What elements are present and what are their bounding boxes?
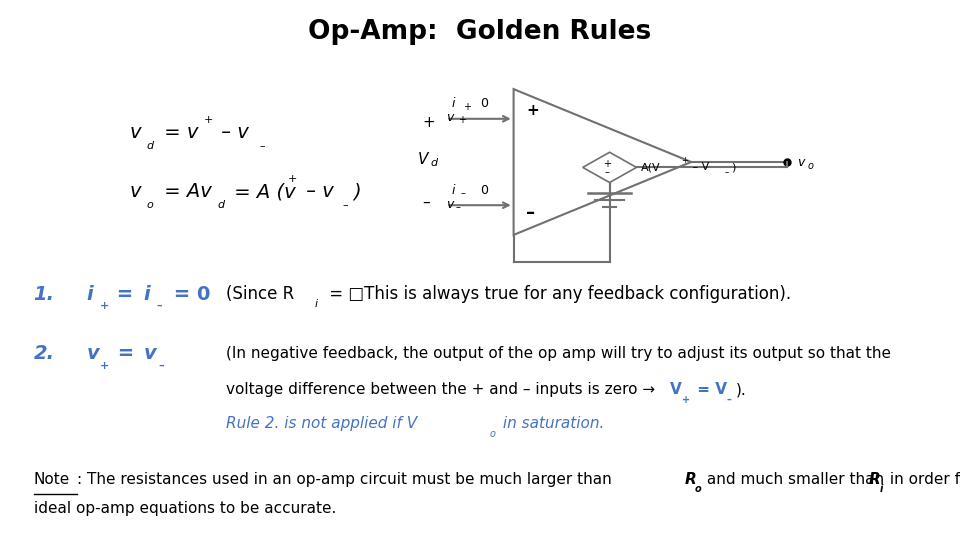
Text: i: i xyxy=(451,97,455,110)
Text: +: + xyxy=(422,114,435,130)
Text: Op-Amp:  Golden Rules: Op-Amp: Golden Rules xyxy=(308,19,652,45)
Text: –: – xyxy=(259,141,265,151)
Text: v: v xyxy=(130,182,141,201)
Text: –: – xyxy=(461,188,466,198)
Text: –: – xyxy=(725,168,729,177)
Text: in saturation.: in saturation. xyxy=(498,416,605,431)
Text: i: i xyxy=(315,299,318,309)
Text: = Av: = Av xyxy=(158,182,212,201)
Text: = V: = V xyxy=(692,382,727,397)
Text: –: – xyxy=(422,194,430,210)
Text: v: v xyxy=(130,123,141,142)
Text: v: v xyxy=(144,344,156,363)
Text: +: + xyxy=(288,174,298,184)
Text: – V: – V xyxy=(689,163,709,172)
Text: Note: Note xyxy=(34,472,70,487)
Text: v: v xyxy=(86,344,99,363)
Text: V: V xyxy=(418,152,428,167)
Text: +: + xyxy=(100,301,109,311)
Text: R: R xyxy=(869,472,880,487)
Text: +: + xyxy=(682,395,689,404)
Text: : The resistances used in an op-amp circuit must be much larger than: : The resistances used in an op-amp circ… xyxy=(77,472,616,487)
Text: o: o xyxy=(490,429,495,438)
Text: –: – xyxy=(343,200,348,210)
Text: –: – xyxy=(158,361,164,370)
Text: ): ) xyxy=(353,182,361,201)
Text: v: v xyxy=(446,111,454,124)
Text: = □This is always true for any feedback configuration).: = □This is always true for any feedback … xyxy=(324,285,791,303)
Text: Rule 2. is not applied if V: Rule 2. is not applied if V xyxy=(226,416,417,431)
Text: +: + xyxy=(463,102,470,112)
Text: +: + xyxy=(204,115,213,125)
Text: = 0: = 0 xyxy=(167,285,210,304)
Text: d: d xyxy=(218,200,225,210)
Text: i: i xyxy=(879,484,883,494)
Text: d: d xyxy=(147,141,154,151)
Text: i: i xyxy=(143,285,150,304)
Text: (Since R: (Since R xyxy=(226,285,294,303)
Text: and much smaller than: and much smaller than xyxy=(702,472,889,487)
Text: =: = xyxy=(110,285,140,304)
Text: 0: 0 xyxy=(473,97,490,110)
Text: +: + xyxy=(603,159,611,168)
Text: – v: – v xyxy=(300,182,333,201)
Text: A(V: A(V xyxy=(641,163,660,172)
Text: –: – xyxy=(156,301,162,311)
Text: (In negative feedback, the output of the op amp will try to adjust its output so: (In negative feedback, the output of the… xyxy=(226,346,891,361)
Text: –: – xyxy=(526,204,536,222)
Text: v: v xyxy=(446,198,454,211)
Text: ).: ). xyxy=(736,382,747,397)
Text: +: + xyxy=(526,103,539,118)
Text: = v: = v xyxy=(158,123,199,142)
Text: –: – xyxy=(605,167,610,177)
Text: o: o xyxy=(147,200,154,210)
Text: V: V xyxy=(670,382,682,397)
Text: v: v xyxy=(797,156,804,168)
Text: 2.: 2. xyxy=(34,344,55,363)
Text: voltage difference between the + and – inputs is zero →: voltage difference between the + and – i… xyxy=(226,382,660,397)
Text: = A (v: = A (v xyxy=(228,182,296,201)
Text: i: i xyxy=(86,285,93,304)
Text: i: i xyxy=(451,184,455,197)
Text: o: o xyxy=(807,161,813,171)
Text: –: – xyxy=(456,202,461,212)
Text: –: – xyxy=(727,395,732,404)
Text: +: + xyxy=(458,116,466,125)
Text: – v: – v xyxy=(215,123,249,142)
Text: o: o xyxy=(695,484,702,494)
Text: =: = xyxy=(111,344,141,363)
Text: 1.: 1. xyxy=(34,285,55,304)
Text: ideal op-amp equations to be accurate.: ideal op-amp equations to be accurate. xyxy=(34,501,336,516)
Text: d: d xyxy=(430,158,437,168)
Text: 0: 0 xyxy=(473,184,490,197)
Text: ): ) xyxy=(732,163,736,172)
Text: +: + xyxy=(682,157,688,165)
Text: R: R xyxy=(684,472,696,487)
Text: in order for the: in order for the xyxy=(885,472,960,487)
Text: +: + xyxy=(100,361,109,370)
